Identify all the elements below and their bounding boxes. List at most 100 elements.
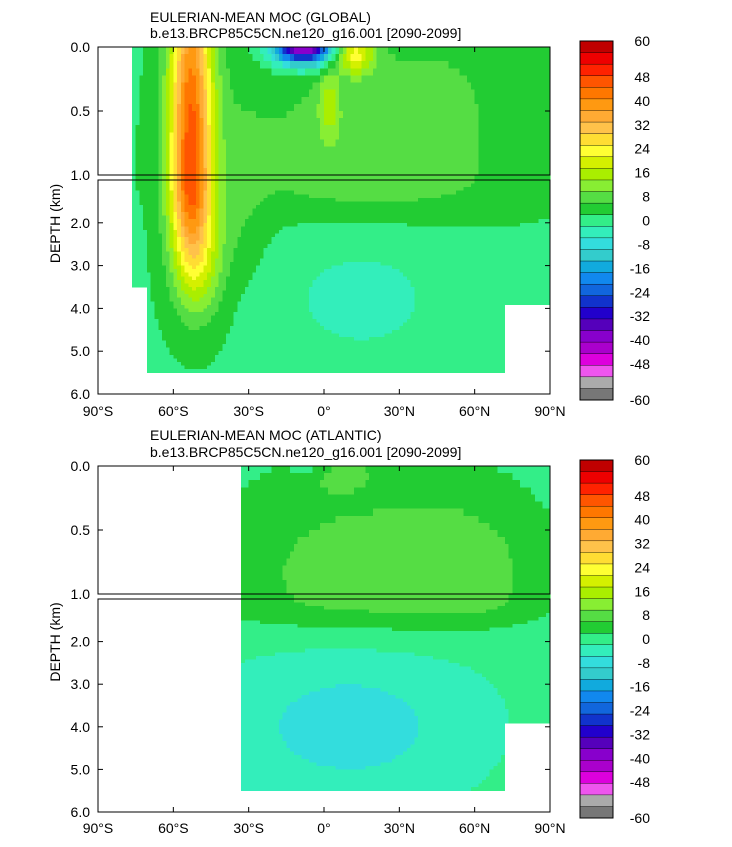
moc-cell: [538, 167, 543, 176]
moc-cell: [248, 226, 253, 231]
moc-cell: [474, 251, 479, 256]
moc-cell: [214, 247, 219, 252]
moc-cell: [222, 190, 227, 195]
moc-cell: [414, 118, 419, 126]
moc-cell: [331, 187, 336, 192]
moc-cell: [527, 212, 532, 217]
moc-cell: [188, 254, 193, 259]
moc-cell: [380, 96, 385, 105]
moc-cell: [504, 212, 509, 217]
moc-cell: [237, 61, 242, 69]
moc-cell: [482, 132, 487, 140]
moc-cell: [301, 240, 306, 245]
moc-cell: [482, 226, 487, 231]
moc-cell: [173, 251, 178, 256]
moc-cell: [391, 96, 396, 105]
moc-cell: [146, 201, 152, 206]
moc-cell: [248, 54, 253, 62]
moc-cell: [316, 265, 321, 270]
moc-cell: [357, 254, 363, 259]
moc-cell: [135, 262, 140, 266]
moc-cell: [388, 226, 393, 231]
moc-cell: [372, 132, 378, 140]
moc-cell: [162, 208, 167, 213]
moc-cell: [501, 269, 506, 274]
moc-cell: [259, 244, 265, 249]
moc-cell: [391, 68, 396, 76]
moc-cell: [342, 153, 347, 162]
moc-cell: [316, 262, 321, 266]
moc-cell: [233, 204, 238, 209]
moc-cell: [267, 118, 272, 126]
moc-cell: [414, 197, 419, 202]
moc-cell: [508, 251, 513, 256]
moc-cell: [425, 111, 430, 119]
moc-cell: [508, 233, 513, 238]
moc-cell: [192, 247, 197, 252]
moc-cell: [463, 197, 468, 202]
moc-cell: [437, 247, 442, 252]
moc-cell: [444, 215, 449, 220]
moc-cell: [527, 160, 532, 169]
moc-cell: [226, 75, 231, 83]
moc-cell: [184, 146, 189, 155]
moc-cell: [180, 258, 186, 263]
moc-cell: [474, 254, 479, 259]
moc-cell: [143, 125, 148, 133]
moc-cell: [542, 132, 547, 140]
moc-cell: [501, 258, 506, 263]
moc-cell: [485, 244, 491, 249]
moc-cell: [301, 89, 306, 98]
moc-cell: [229, 272, 234, 277]
moc-cell: [512, 204, 517, 209]
moc-cell: [388, 269, 393, 274]
moc-cell: [346, 132, 351, 140]
moc-cell: [437, 219, 442, 224]
moc-cell: [463, 229, 468, 234]
moc-cell: [139, 204, 144, 209]
moc-cell: [516, 194, 521, 199]
moc-cell: [327, 226, 332, 231]
moc-cell: [259, 269, 265, 274]
moc-cell: [508, 61, 513, 69]
moc-cell: [241, 251, 246, 256]
moc-cell: [233, 258, 238, 263]
moc-cell: [222, 258, 227, 263]
moc-cell: [316, 175, 321, 184]
moc-cell: [308, 240, 314, 245]
moc-cell: [497, 272, 502, 277]
moc-panel-0: EULERIAN-MEAN MOC (GLOBAL)b.e13.BRCP85C5…: [47, 9, 650, 419]
moc-cell: [293, 226, 299, 231]
moc-cell: [489, 194, 494, 199]
moc-cell: [369, 254, 374, 259]
moc-cell: [226, 215, 231, 220]
moc-cell: [241, 47, 246, 55]
moc-cell: [248, 254, 253, 259]
moc-cell: [339, 262, 344, 266]
moc-cell: [301, 201, 306, 206]
moc-cell: [214, 272, 219, 277]
moc-cell: [372, 258, 378, 263]
moc-cell: [493, 132, 498, 140]
moc-cell: [282, 54, 287, 62]
moc-cell: [320, 82, 325, 91]
moc-cell: [214, 265, 219, 270]
moc-cell: [372, 146, 378, 155]
moc-cell: [512, 244, 517, 249]
moc-cell: [162, 219, 167, 224]
moc-cell: [211, 212, 216, 217]
moc-cell: [286, 212, 291, 217]
moc-cell: [516, 47, 521, 55]
moc-cell: [350, 47, 355, 55]
moc-cell: [233, 254, 238, 259]
moc-cell: [252, 103, 257, 112]
moc-cell: [177, 183, 182, 188]
moc-cell: [406, 258, 412, 263]
moc-cell: [222, 118, 227, 126]
moc-cell: [188, 262, 193, 266]
moc-cell: [256, 96, 261, 105]
moc-cell: [459, 89, 464, 98]
moc-cell: [376, 175, 381, 184]
moc-cell: [391, 175, 396, 184]
moc-cell: [222, 251, 227, 256]
